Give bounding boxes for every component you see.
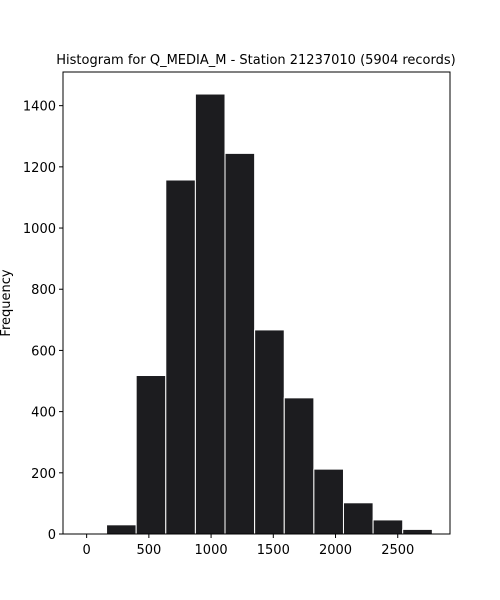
x-tick-label: 1000 (195, 543, 228, 558)
histogram-bar (165, 179, 196, 535)
plot-frame (62, 71, 451, 535)
histogram-bar (402, 528, 433, 535)
y-tick-label: 800 (31, 283, 56, 298)
histogram-bar (372, 519, 404, 535)
bars-layer (106, 93, 433, 535)
x-tick-label: 2000 (319, 543, 352, 558)
y-axis: 0 200 400 600 800 1000 1200 1400 (23, 100, 63, 543)
histogram-bar (342, 502, 374, 535)
y-tick-label: 1400 (23, 100, 56, 115)
y-tick-label: 400 (31, 406, 56, 421)
x-tick-label: 1500 (257, 543, 290, 558)
histogram-bar (283, 397, 315, 535)
y-tick-label: 200 (31, 467, 56, 482)
y-tick-label: 0 (48, 528, 56, 543)
histogram-bar (254, 329, 285, 535)
y-tick-label: 600 (31, 344, 56, 359)
histogram-bar (313, 468, 344, 535)
y-tick-label: 1000 (23, 222, 56, 237)
histogram-bar (106, 524, 137, 535)
histogram-bar (135, 375, 167, 535)
x-tick-label: 2500 (381, 543, 414, 558)
chart-title: Histogram for Q_MEDIA_M - Station 212370… (56, 53, 455, 68)
x-tick-label: 500 (136, 543, 161, 558)
y-tick-label: 1200 (23, 161, 56, 176)
histogram-bar (224, 152, 256, 535)
x-axis: 0 500 1000 1500 2000 2500 (83, 534, 414, 558)
x-tick-label: 0 (83, 543, 91, 558)
histogram-bar (194, 93, 226, 535)
y-axis-label: Frequency (0, 269, 14, 336)
